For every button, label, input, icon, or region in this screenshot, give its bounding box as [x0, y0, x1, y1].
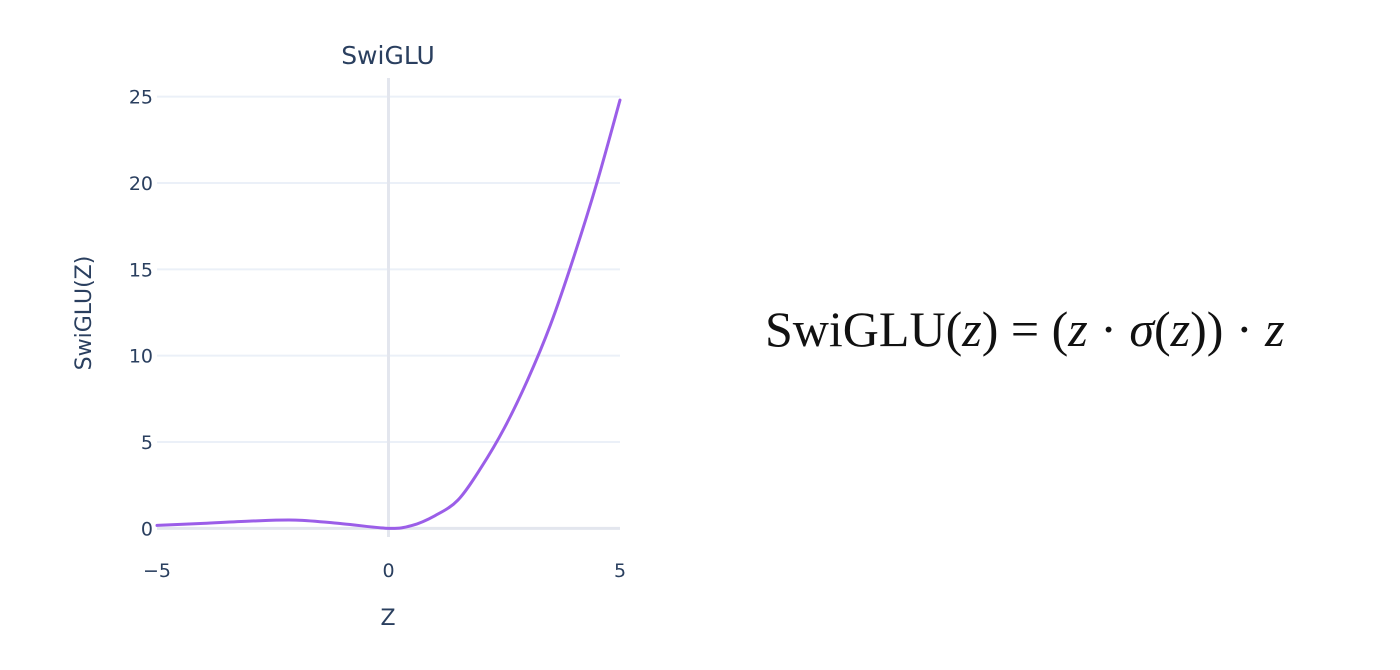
- formula-sigma: σ: [1129, 301, 1155, 357]
- swiglu-formula: SwiGLU(z) = (z · σ(z)) · z: [765, 300, 1285, 358]
- swiglu-series-line: [155, 98, 622, 530]
- tick-labels: 0 5 10 15 20 25 −5 0 5: [129, 87, 626, 582]
- formula-close-paren: ): [1206, 301, 1224, 357]
- formula-open-paren: (: [1051, 301, 1069, 357]
- formula-variable: z: [1170, 301, 1191, 357]
- formula-close-paren: ): [981, 301, 999, 357]
- y-tick-label: 20: [129, 173, 153, 195]
- y-tick-label: 15: [129, 259, 153, 281]
- x-tick-label: −5: [143, 560, 171, 582]
- formula-dot: ·: [1223, 301, 1266, 357]
- formula-function-name: SwiGLU: [765, 301, 946, 357]
- x-tick-label: 0: [382, 560, 394, 582]
- y-tick-label: 25: [129, 87, 153, 109]
- y-tick-label: 5: [141, 432, 153, 454]
- formula-variable: z: [1068, 301, 1088, 357]
- series-layer: [155, 98, 622, 530]
- formula-dot: ·: [1087, 301, 1130, 357]
- gridlines: [157, 78, 620, 537]
- formula-open-paren: (: [945, 301, 963, 357]
- x-axis-title: Z: [380, 606, 395, 631]
- x-tick-label: 5: [614, 560, 626, 582]
- y-axis-title: SwiGLU(Z): [72, 256, 97, 371]
- formula-variable: z: [962, 301, 982, 357]
- y-tick-label: 0: [141, 518, 153, 540]
- swiglu-chart: 0 5 10 15 20 25 −5 0 5 SwiGLU Z SwiGLU(Z): [72, 41, 626, 631]
- formula-open-paren: (: [1154, 301, 1171, 357]
- y-tick-label: 10: [129, 346, 153, 368]
- formula-equals: =: [998, 301, 1052, 357]
- chart-title: SwiGLU: [341, 41, 435, 70]
- formula-close-paren: ): [1190, 301, 1207, 357]
- formula-variable: z: [1265, 301, 1285, 357]
